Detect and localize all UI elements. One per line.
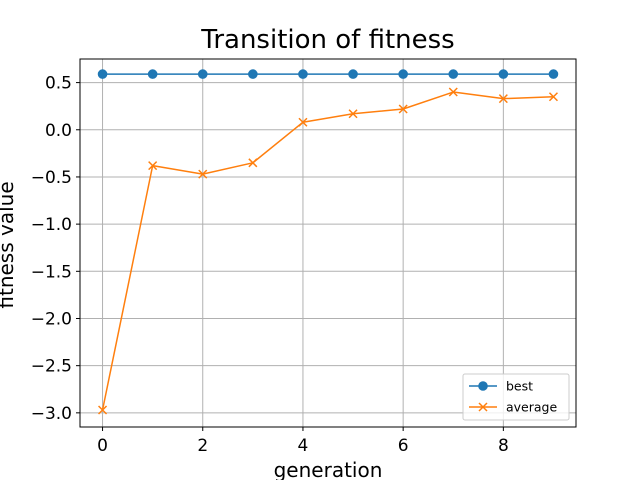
- average-point: [498, 94, 508, 104]
- best-point: [498, 69, 509, 79]
- x-tick-label: 4: [298, 436, 309, 456]
- y-axis-label: fitness value: [0, 181, 18, 308]
- x-tick-label: 2: [197, 436, 208, 456]
- average-point: [248, 158, 258, 168]
- best-point: [398, 69, 408, 79]
- y-tick-label: 0.5: [45, 74, 72, 94]
- best-point: [147, 69, 158, 79]
- y-tick-label: −2.0: [31, 309, 72, 329]
- x-tick-label: 0: [97, 436, 108, 456]
- best-point: [248, 69, 258, 79]
- average-line: [101, 91, 554, 411]
- series-average: [98, 87, 558, 415]
- data-series: [97, 69, 559, 415]
- average-point: [298, 117, 308, 127]
- legend-label-average: average: [506, 400, 557, 415]
- grid-lines: [80, 59, 576, 427]
- legend-label-best: best: [506, 379, 533, 394]
- average-point: [98, 405, 108, 415]
- best-point: [548, 69, 559, 79]
- y-tick-label: −0.5: [31, 168, 72, 188]
- best-point: [197, 69, 208, 79]
- best-point: [448, 69, 459, 79]
- series-best: [97, 69, 559, 79]
- axis-ticks: 0 2 4 6 8 0.5 0.0 −0.5 −1.0 −1.5 −2.0 −2.5 −3.0: [31, 74, 509, 456]
- y-tick-label: 0.0: [45, 121, 72, 141]
- average-point: [398, 104, 408, 114]
- legend-marker-best: [478, 381, 488, 391]
- best-point: [298, 69, 308, 79]
- y-tick-label: −1.5: [31, 262, 72, 282]
- y-tick-label: −2.5: [31, 357, 72, 377]
- y-tick-label: −3.0: [31, 404, 72, 424]
- y-tick-label: −1.0: [31, 215, 72, 235]
- average-point: [198, 169, 208, 179]
- plot-frame: [79, 58, 577, 428]
- legend: best average: [462, 373, 570, 421]
- average-point: [548, 92, 558, 102]
- average-point: [448, 87, 458, 97]
- x-tick-label: 8: [498, 436, 509, 456]
- x-axis-label: generation: [274, 458, 383, 480]
- chart-title: Transition of fitness: [200, 25, 454, 55]
- average-point: [148, 161, 158, 171]
- best-point: [348, 69, 358, 79]
- legend-marker-average: [478, 402, 488, 412]
- x-tick-label: 6: [398, 436, 409, 456]
- average-point: [348, 109, 358, 119]
- best-point: [97, 69, 108, 79]
